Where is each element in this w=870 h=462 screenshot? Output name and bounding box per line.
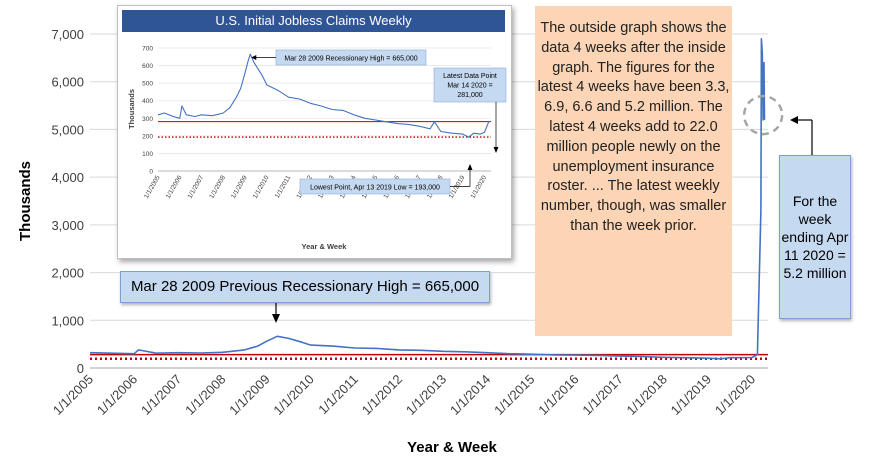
x-tick-label: 1/1/2007: [138, 372, 184, 418]
inset-high-callout-text: Mar 28 2009 Recessionary High = 665,000: [284, 56, 417, 63]
inset-latest-callout-line: Mar 14 2020 =: [447, 83, 492, 90]
inset-x-tick-label: 1/1/2020: [469, 174, 488, 200]
recession-callout-arrowhead: [272, 314, 280, 323]
y-tick-label: 3,000: [51, 218, 84, 233]
inset-chart-panel: U.S. Initial Jobless Claims Weekly 0 100 2…: [117, 5, 512, 259]
y-tick-label: 2,000: [51, 266, 84, 281]
y-tick-label: 4,000: [51, 170, 84, 185]
x-tick-label: 1/1/2015: [491, 372, 537, 418]
x-tick-label: 1/1/2014: [447, 372, 493, 418]
claims-series-line: [89, 37, 766, 360]
inset-series-line: [157, 53, 490, 138]
inset-high-arrowhead: [251, 55, 257, 60]
inset-y-tick-label: 100: [142, 151, 153, 158]
week-callout-arrowhead: [790, 116, 798, 124]
x-tick-label: 1/1/2020: [712, 372, 758, 418]
x-tick-label: 1/1/2013: [403, 372, 449, 418]
inset-x-tick-label: 1/1/2011: [274, 174, 293, 199]
x-tick-label: 1/1/2010: [270, 372, 316, 418]
inset-y-tick-label: 500: [142, 81, 153, 88]
x-axis-title: Year & Week: [407, 439, 497, 456]
inset-x-tick-label: 1/1/2005: [143, 174, 162, 200]
x-tick-label: 1/1/2008: [182, 372, 228, 418]
x-tick-label: 1/1/2006: [94, 372, 140, 418]
x-tick-label: 1/1/2005: [50, 372, 96, 418]
inset-x-tick-label: 1/1/2010: [252, 174, 271, 200]
inset-x-axis-title: Year & Week: [302, 242, 348, 251]
recessionary-high-callout: Mar 28 2009 Previous Recessionary High =…: [120, 271, 490, 303]
inset-latest-callout-line: 281,000: [457, 92, 482, 99]
y-tick-label: 5,000: [51, 122, 84, 137]
inset-chart-title: U.S. Initial Jobless Claims Weekly: [122, 10, 505, 32]
x-tick-label: 1/1/2019: [668, 372, 714, 418]
week-ending-callout: For the week ending Apr 11 2020 = 5.2 mi…: [779, 155, 851, 319]
inset-y-tick-label: 200: [142, 133, 153, 140]
inset-y-tick-label: 600: [142, 63, 153, 70]
inset-low-callout-text: Lowest Point, Apr 13 2019 Low = 193,000: [310, 185, 440, 192]
explanation-note: The outside graph shows the data 4 weeks…: [535, 6, 732, 336]
inset-y-tick-label: 700: [142, 46, 153, 53]
week-ending-text: For the week ending Apr 11 2020 = 5.2 mi…: [781, 193, 849, 281]
inset-low-arrowhead: [467, 164, 473, 170]
x-tick-label: 1/1/2017: [579, 372, 625, 418]
highlight-circle: [742, 94, 784, 136]
x-tick-label: 1/1/2018: [624, 372, 670, 418]
inset-latest-callout-line: Latest Data Point: [443, 73, 497, 80]
x-tick-label: 1/1/2009: [226, 372, 272, 418]
y-tick-label: 6,000: [51, 75, 84, 90]
inset-y-axis-title: Thousands: [127, 89, 136, 129]
inset-x-tick-label: 1/1/2019: [448, 174, 467, 200]
x-tick-label: 1/1/2011: [315, 372, 361, 418]
inset-x-tick-label: 1/1/2009: [230, 174, 249, 200]
inset-x-tick-label: 1/1/2008: [208, 174, 227, 200]
inset-latest-arrowhead: [493, 147, 499, 153]
inset-x-tick-label: 1/1/2007: [187, 174, 206, 200]
inset-latest-callout-box: [433, 67, 507, 103]
x-tick-label: 1/1/2012: [359, 372, 405, 418]
inset-y-tick-label: 0: [149, 169, 153, 176]
x-tick-label: 1/1/2016: [535, 372, 581, 418]
y-tick-label: 7,000: [51, 27, 84, 42]
inset-y-tick-label: 300: [142, 116, 153, 123]
y-axis-title: Thousands: [17, 161, 34, 241]
y-tick-label: 0: [77, 361, 84, 376]
inset-y-tick-label: 400: [142, 98, 153, 105]
inset-x-tick-label: 1/1/2006: [165, 174, 184, 200]
y-tick-label: 1,000: [51, 313, 84, 328]
